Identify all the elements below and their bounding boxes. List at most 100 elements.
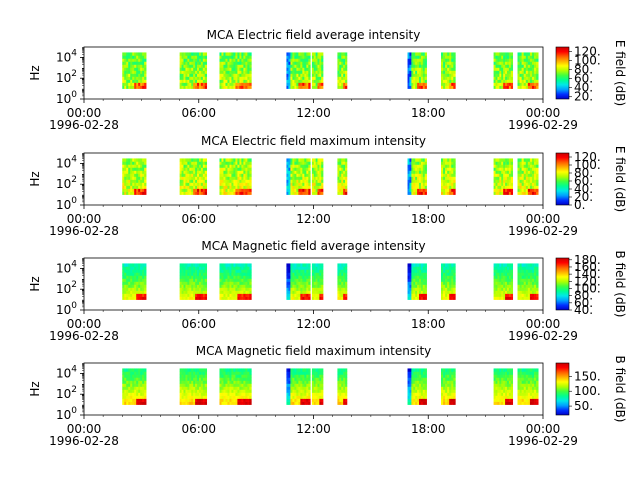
x-tick-label: 06:00: [181, 106, 216, 120]
colorbar-label: E field (dB): [613, 146, 627, 212]
y-tick-label: 102: [56, 175, 77, 191]
spectrogram-block: [441, 52, 456, 89]
spectrogram-block: [441, 263, 456, 300]
spectrogram-block: [122, 52, 147, 89]
spectrogram-block: [286, 52, 311, 89]
spectrogram-block: [493, 158, 514, 195]
spectrogram-block: [219, 263, 252, 300]
x-tick-label: 06:00: [181, 317, 216, 331]
y-axis-label: Hz: [28, 276, 42, 291]
colorbar-tick-label: 120.: [574, 45, 601, 59]
spectrogram-block: [311, 263, 324, 300]
colorbar-label: B field (dB): [613, 251, 627, 318]
x-tick-label: 12:00: [296, 106, 331, 120]
spectrogram-block: [337, 52, 348, 89]
spectrogram-block: [517, 368, 539, 405]
colorbar-tick-label: 0.: [574, 198, 585, 212]
x-tick-label: 00:00: [526, 212, 561, 226]
y-tick-label: 100: [56, 406, 77, 422]
x-tick-label: 12:00: [296, 317, 331, 331]
colorbar-tick-label: 40.: [574, 303, 593, 317]
spectrogram-block: [517, 158, 539, 195]
spectrogram-block: [122, 368, 147, 405]
spectrogram-block: [311, 368, 324, 405]
spectrogram-block: [179, 263, 208, 300]
panel-title: MCA Electric field maximum intensity: [201, 134, 426, 148]
spectrogram-block: [337, 368, 348, 405]
x-date-label: 1996-02-28: [49, 118, 119, 132]
x-tick-label: 00:00: [526, 422, 561, 436]
y-tick-label: 104: [56, 259, 77, 275]
panel-title: MCA Electric field average intensity: [207, 28, 421, 42]
colorbar-tick-label: 20.: [574, 90, 593, 104]
spectrogram-panel-1: MCA Electric field average intensity 100 1…: [28, 28, 627, 132]
x-tick-label: 00:00: [67, 212, 102, 226]
y-tick-label: 104: [56, 154, 77, 170]
panel-title: MCA Magnetic field maximum intensity: [196, 344, 432, 358]
colorbar: 120.100.80.60.40.20. E field (dB): [555, 40, 627, 106]
x-date-label: 1996-02-28: [49, 434, 119, 448]
panel-title: MCA Magnetic field average intensity: [201, 239, 425, 253]
x-tick-label: 12:00: [296, 212, 331, 226]
x-tick-label: 00:00: [67, 317, 102, 331]
spectrogram-block: [407, 263, 427, 300]
colorbar-tick-label: 80.: [574, 289, 593, 303]
spectrogram-block: [286, 368, 311, 405]
colorbar-label: E field (dB): [613, 40, 627, 106]
spectrogram-panel-3: MCA Magnetic field average intensity 100 1…: [28, 239, 627, 343]
x-tick-label: 06:00: [181, 422, 216, 436]
spectrogram-block: [493, 368, 514, 405]
x-tick-label: 06:00: [181, 212, 216, 226]
x-date-label: 1996-02-28: [49, 329, 119, 343]
y-axis-label: Hz: [28, 381, 42, 396]
colorbar-tick-label: 100.: [574, 384, 601, 398]
y-tick-label: 104: [56, 48, 77, 64]
spectrogram-panel-2: MCA Electric field maximum intensity 100 1…: [28, 134, 627, 238]
spectrogram-block: [311, 158, 324, 195]
colorbar-tick-label: 50.: [574, 399, 593, 413]
colorbar-tick-label: 40.: [574, 81, 593, 95]
colorbar: 150.100.50. B field (dB): [555, 356, 627, 423]
colorbar-tick-label: 180.: [574, 253, 601, 267]
x-date-label: 1996-02-29: [508, 329, 578, 343]
spectrogram-block: [441, 368, 456, 405]
spectrogram-panel-4: MCA Magnetic field maximum intensity 100 1…: [28, 344, 627, 448]
colorbar-tick-label: 150.: [574, 369, 601, 383]
colorbar-tick-label: 160.: [574, 260, 601, 274]
y-axis-label: Hz: [28, 65, 42, 80]
colorbar-tick-label: 120.: [574, 274, 601, 288]
spectrogram-block: [122, 263, 147, 300]
colorbar-tick-label: 100.: [574, 281, 601, 295]
spectrogram-block: [407, 368, 427, 405]
spectrogram-block: [493, 263, 514, 300]
spectrogram-block: [337, 263, 348, 300]
spectrogram-block: [337, 158, 348, 195]
x-date-label: 1996-02-28: [49, 224, 119, 238]
spectrogram-block: [122, 158, 147, 195]
x-tick-label: 18:00: [411, 422, 446, 436]
x-tick-label: 12:00: [296, 422, 331, 436]
spectrogram-block: [179, 52, 208, 89]
colorbar: 120.100.80.60.40.20.0. E field (dB): [555, 146, 627, 212]
colorbar-tick-label: 20.: [574, 190, 593, 204]
colorbar-tick-label: 100.: [574, 54, 601, 68]
spectrogram-block: [219, 368, 252, 405]
x-tick-label: 00:00: [526, 317, 561, 331]
colorbar-tick-label: 100.: [574, 158, 601, 172]
x-date-label: 1996-02-29: [508, 224, 578, 238]
x-tick-label: 00:00: [67, 106, 102, 120]
spectrogram-block: [286, 158, 311, 195]
colorbar: 180.160.140.120.100.80.60.40. B field (dB…: [555, 251, 627, 318]
colorbar-tick-label: 60.: [574, 174, 593, 188]
x-tick-label: 18:00: [411, 212, 446, 226]
spectrogram-block: [493, 52, 514, 89]
spectrogram-block: [407, 158, 427, 195]
colorbar-label: B field (dB): [613, 356, 627, 423]
colorbar-tick-label: 60.: [574, 296, 593, 310]
spectrogram-block: [517, 263, 539, 300]
spectrogram-block: [517, 52, 539, 89]
spectrogram-block: [311, 52, 324, 89]
y-tick-label: 102: [56, 385, 77, 401]
colorbar-tick-label: 60.: [574, 72, 593, 86]
